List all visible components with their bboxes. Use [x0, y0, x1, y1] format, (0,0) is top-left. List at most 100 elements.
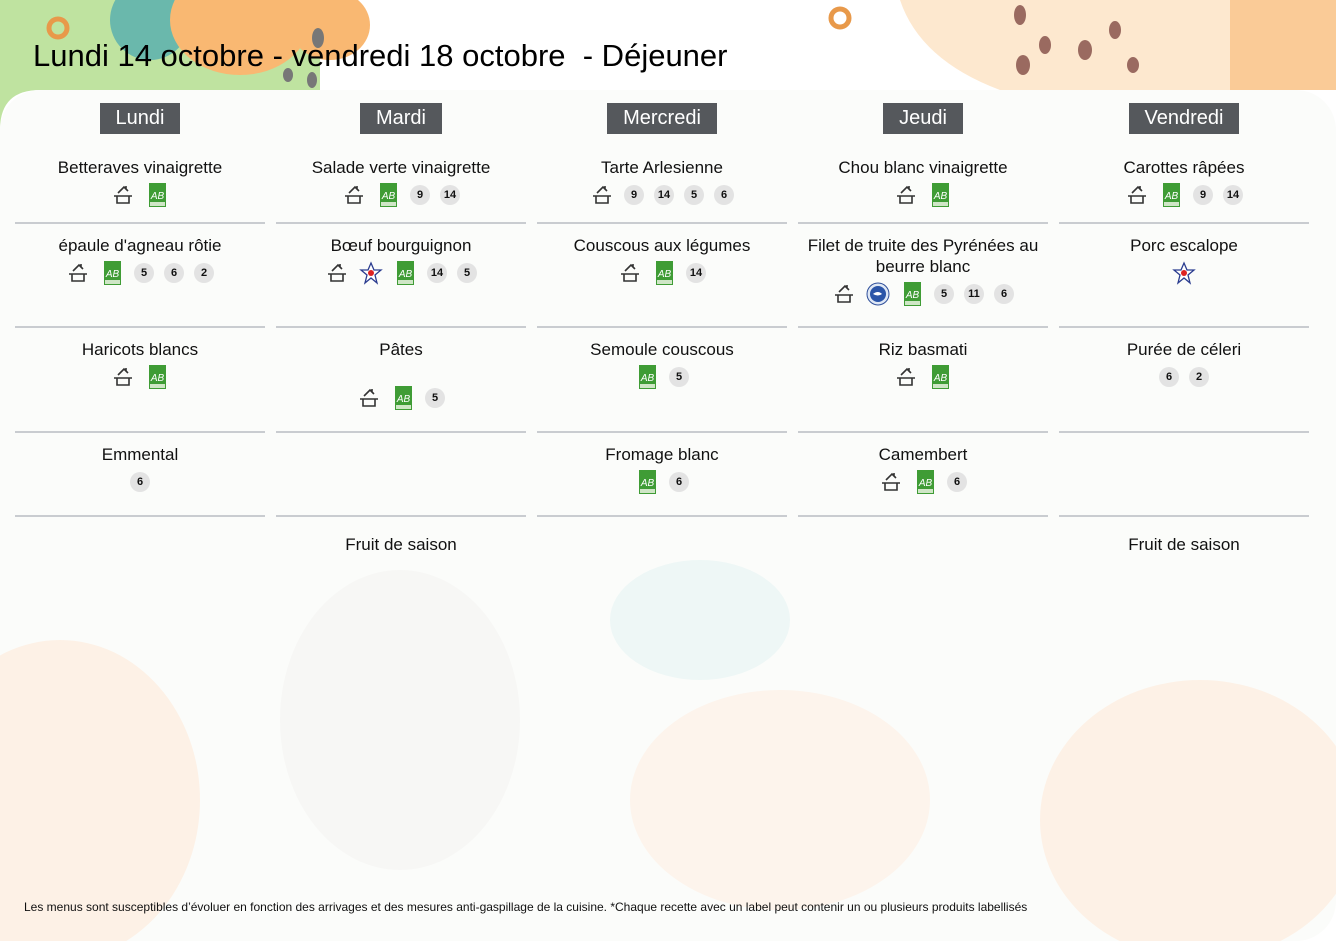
- day-column-vendredi: Vendredi Carottes râpées AB 9 14 Porc escalop…: [1059, 103, 1309, 577]
- day-header: Lundi: [99, 103, 181, 134]
- french-meat-icon: [1172, 261, 1196, 285]
- allergen-badge: 6: [714, 185, 734, 205]
- allergen-badge: 5: [684, 185, 704, 205]
- dish-labels: AB: [15, 365, 265, 389]
- allergen-badge: 5: [669, 367, 689, 387]
- dish-name: épaule d'agneau rôtie: [58, 236, 222, 255]
- homemade-icon: [357, 386, 381, 410]
- svg-text:AB: AB: [150, 373, 165, 384]
- svg-text:AB: AB: [381, 191, 396, 202]
- menu-item: Fruit de saison: [1059, 517, 1309, 577]
- dish-labels: AB 5: [276, 386, 526, 410]
- homemade-icon: [325, 261, 349, 285]
- allergen-badge: 5: [934, 284, 954, 304]
- bio-icon: AB: [145, 365, 169, 389]
- allergen-badge: 6: [130, 472, 150, 492]
- dish-labels: AB 5 11 6: [798, 282, 1048, 306]
- bio-icon: AB: [928, 183, 952, 207]
- dish-labels: [1059, 261, 1309, 285]
- svg-text:AB: AB: [933, 373, 948, 384]
- menu-item: Chou blanc vinaigrette AB: [798, 155, 1048, 224]
- menu-item: Fruit de saison: [276, 517, 526, 577]
- bio-icon: AB: [145, 183, 169, 207]
- allergen-badge: 14: [1223, 185, 1243, 205]
- day-column-mardi: Mardi Salade verte vinaigrette AB 9 14 Bœuf b…: [276, 103, 526, 577]
- dish-labels: AB 14: [537, 261, 787, 285]
- menu-item: Carottes râpées AB 9 14: [1059, 155, 1309, 224]
- allergen-badge: 14: [427, 263, 447, 283]
- menu-item: Camembert AB 6: [798, 433, 1048, 517]
- homemade-icon: [66, 261, 90, 285]
- allergen-badge: 2: [1189, 367, 1209, 387]
- svg-text:AB: AB: [640, 373, 655, 384]
- menu-item: Bœuf bourguignon AB 14 5: [276, 224, 526, 328]
- fish-label-icon: [866, 282, 890, 306]
- bio-icon: AB: [1159, 183, 1183, 207]
- allergen-badge: 9: [624, 185, 644, 205]
- svg-text:AB: AB: [933, 191, 948, 202]
- dish-name: Tarte Arlesienne: [601, 158, 723, 177]
- bio-icon: AB: [100, 261, 124, 285]
- bio-icon: AB: [928, 365, 952, 389]
- homemade-icon: [832, 282, 856, 306]
- menu-item: Haricots blancs AB: [15, 328, 265, 433]
- footer-note: Les menus sont susceptibles d’évoluer en…: [24, 900, 1028, 914]
- dish-name: Emmental: [101, 445, 179, 464]
- allergen-badge: 6: [994, 284, 1014, 304]
- bio-icon: AB: [913, 470, 937, 494]
- menu-item: Tarte Arlesienne 9 14 5 6: [537, 155, 787, 224]
- allergen-badge: 6: [669, 472, 689, 492]
- svg-text:AB: AB: [918, 478, 933, 489]
- day-header: Mercredi: [607, 103, 717, 134]
- menu-item: Filet de truite des Pyrénées au beurre b…: [798, 224, 1048, 328]
- dish-name: Riz basmati: [878, 340, 968, 359]
- menu-item: Emmental 6: [15, 433, 265, 517]
- allergen-badge: 14: [686, 263, 706, 283]
- dish-name: Fromage blanc: [605, 445, 719, 464]
- dish-labels: 6: [15, 470, 265, 494]
- svg-text:AB: AB: [905, 290, 920, 301]
- dish-labels: AB 14 5: [276, 261, 526, 285]
- svg-text:AB: AB: [657, 269, 672, 280]
- homemade-icon: [618, 261, 642, 285]
- menu-item: [537, 517, 787, 577]
- dish-name: Bœuf bourguignon: [330, 236, 472, 255]
- dish-labels: AB 9 14: [1059, 183, 1309, 207]
- homemade-icon: [590, 183, 614, 207]
- homemade-icon: [894, 365, 918, 389]
- dish-name: Betteraves vinaigrette: [57, 158, 223, 177]
- day-column-jeudi: Jeudi Chou blanc vinaigrette AB Filet de tr…: [798, 103, 1048, 577]
- dish-labels: AB 6: [798, 470, 1048, 494]
- dish-labels: AB 9 14: [276, 183, 526, 207]
- homemade-icon: [1125, 183, 1149, 207]
- dish-name: Chou blanc vinaigrette: [838, 158, 1008, 177]
- menu-item: Betteraves vinaigrette AB: [15, 155, 265, 224]
- weekly-menu-grid: Lundi Betteraves vinaigrette AB épaule d'ag…: [15, 103, 1311, 577]
- dish-labels: AB: [798, 365, 1048, 389]
- homemade-icon: [879, 470, 903, 494]
- dish-labels: AB: [15, 183, 265, 207]
- menu-item: Couscous aux légumes AB 14: [537, 224, 787, 328]
- dish-name: Porc escalope: [1130, 236, 1238, 255]
- dish-name: Camembert: [878, 445, 968, 464]
- svg-text:AB: AB: [398, 269, 413, 280]
- allergen-badge: 2: [194, 263, 214, 283]
- bio-icon: AB: [635, 470, 659, 494]
- bio-icon: AB: [635, 365, 659, 389]
- bio-icon: AB: [652, 261, 676, 285]
- menu-item: Purée de céleri 6 2: [1059, 328, 1309, 433]
- dish-name: Salade verte vinaigrette: [311, 158, 491, 177]
- allergen-badge: 9: [1193, 185, 1213, 205]
- bio-icon: AB: [376, 183, 400, 207]
- svg-text:AB: AB: [640, 478, 655, 489]
- dish-name: Couscous aux légumes: [573, 236, 751, 255]
- svg-text:AB: AB: [396, 394, 411, 405]
- homemade-icon: [894, 183, 918, 207]
- dish-labels: AB 5: [537, 365, 787, 389]
- dish-name: Carottes râpées: [1123, 158, 1245, 177]
- menu-item: [15, 517, 265, 577]
- dish-name: Fruit de saison: [345, 535, 457, 554]
- allergen-badge: 14: [440, 185, 460, 205]
- menu-item: Porc escalope: [1059, 224, 1309, 328]
- allergen-badge: 9: [410, 185, 430, 205]
